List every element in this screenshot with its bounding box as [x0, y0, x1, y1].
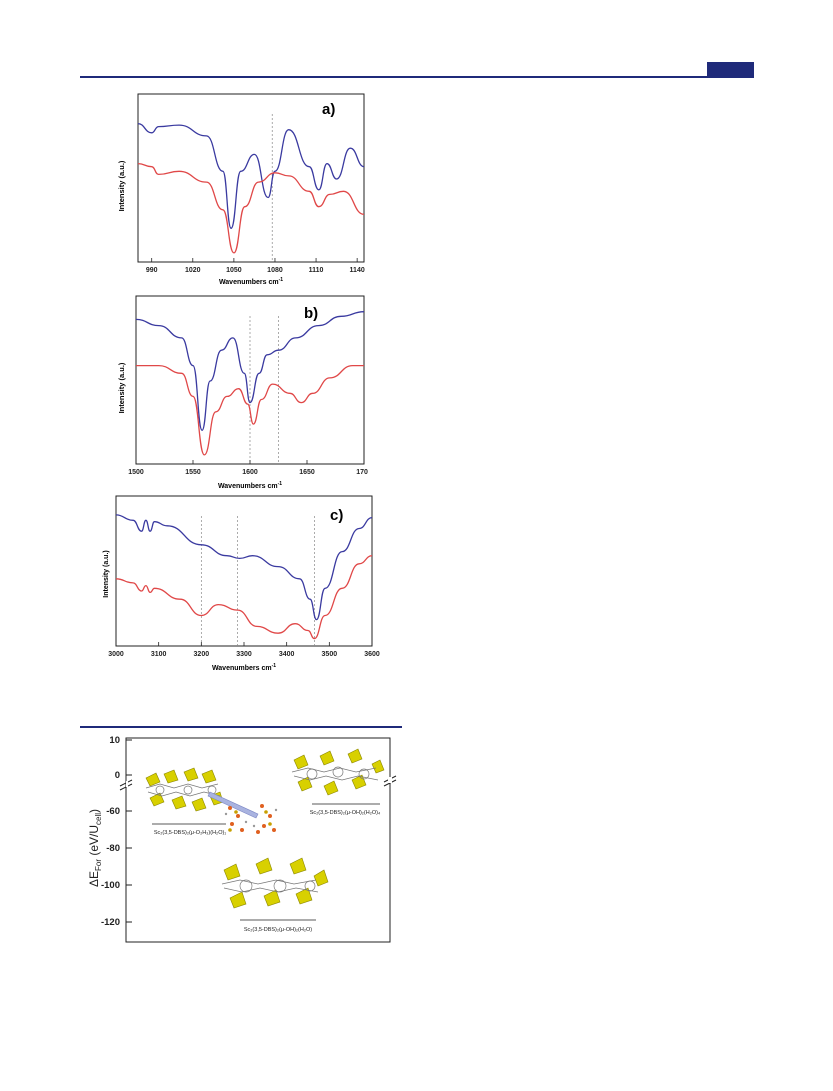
x-tick-label: 1050: [226, 267, 242, 274]
x-tick-label: 3200: [194, 651, 210, 658]
x-tick-label: 3000: [108, 651, 124, 658]
x-tick-label: 3100: [151, 651, 167, 658]
series-top-line: [135, 311, 365, 431]
x-tick-label: 1700: [356, 469, 368, 476]
series-top-line: [137, 122, 365, 229]
transition-arrow: [207, 791, 259, 819]
x-tick-label: 1080: [267, 267, 283, 274]
y-tick-label: -80: [106, 843, 120, 854]
x-tick-label: 3600: [364, 651, 380, 658]
section-rule: [80, 726, 402, 728]
formation-energy-plot: 10 0 -60 -80 -100 -120 ΔEFor (eV/Ucell): [87, 735, 397, 943]
y-axis-label: Intensity (a.u.): [103, 550, 110, 597]
crystal-structure-2: Sc₂(3,5-DBS)₂(μ-OH)₂(H₂O)₄: [291, 748, 385, 816]
x-axis-label: Wavenumbers cm-1: [218, 481, 282, 490]
header-rule: [80, 76, 754, 78]
x-tick-label: 1020: [185, 267, 201, 274]
x-tick-label: 1110: [309, 267, 324, 274]
structure-formula: Sc₂(3,5-DBS)₂(μ-OH)₂(H₂O): [244, 927, 312, 933]
x-tick-label: 1650: [299, 469, 315, 476]
x-tick-label: 1500: [128, 469, 144, 476]
plot-frame: [125, 737, 391, 943]
series-bottom-line: [135, 364, 364, 456]
x-tick-label: 3400: [279, 651, 295, 658]
crystal-structure-3: Sc₂(3,5-DBS)₂(μ-OH)₂(H₂O): [221, 857, 329, 933]
x-tick-label: 1550: [185, 469, 201, 476]
panel-label: b): [304, 305, 318, 322]
x-tick-label: 1140: [350, 267, 365, 274]
plot-frame: [137, 93, 365, 263]
x-axis-label: Wavenumbers cm-1: [212, 663, 276, 672]
header-page-tab: [707, 62, 754, 78]
y-axis-label: Intensity (a.u.): [117, 160, 126, 211]
panel-label: a): [322, 101, 335, 118]
crystal-structure-1: Sc₂(3,5-DBS)₂(μ-O₂H₃)(H₂O)₁: [145, 767, 226, 836]
y-axis-label: Intensity (a.u.): [117, 362, 126, 413]
y-tick-label: 10: [109, 735, 120, 746]
x-tick-label: 3300: [236, 651, 252, 658]
y-tick-label: -60: [106, 806, 120, 817]
structure-formula: Sc₂(3,5-DBS)₂(μ-O₂H₃)(H₂O)₁: [154, 830, 226, 836]
water-cluster: [224, 804, 278, 834]
y-tick-label: 0: [115, 770, 120, 781]
x-axis-label: Wavenumbers cm-1: [219, 277, 283, 286]
structure-formula: Sc₂(3,5-DBS)₂(μ-OH)₂(H₂O)₄: [310, 810, 381, 816]
x-tick-label: 1600: [242, 469, 258, 476]
series-top-line: [115, 514, 373, 621]
y-axis-label: ΔEFor (eV/Ucell): [87, 809, 103, 887]
panel-label: c): [330, 507, 343, 524]
ftir-chart-c: 3000 3100 3200 3300 3400 3500 3600 c) Intensit…: [103, 495, 380, 672]
x-tick-label: 3500: [322, 651, 338, 658]
y-tick-label: -120: [101, 917, 120, 928]
x-tick-label: 990: [146, 267, 158, 274]
ftir-chart-b: 1500 1550 1600 1650 1700 b) Intensity (a.u.)…: [117, 295, 368, 490]
series-bottom-line: [137, 162, 365, 254]
ftir-chart-a: 990 1020 1050 1080 1110 1140 a) Intensity (a.…: [117, 93, 365, 286]
y-tick-label: -100: [101, 880, 120, 891]
series-bottom-line: [115, 555, 373, 640]
